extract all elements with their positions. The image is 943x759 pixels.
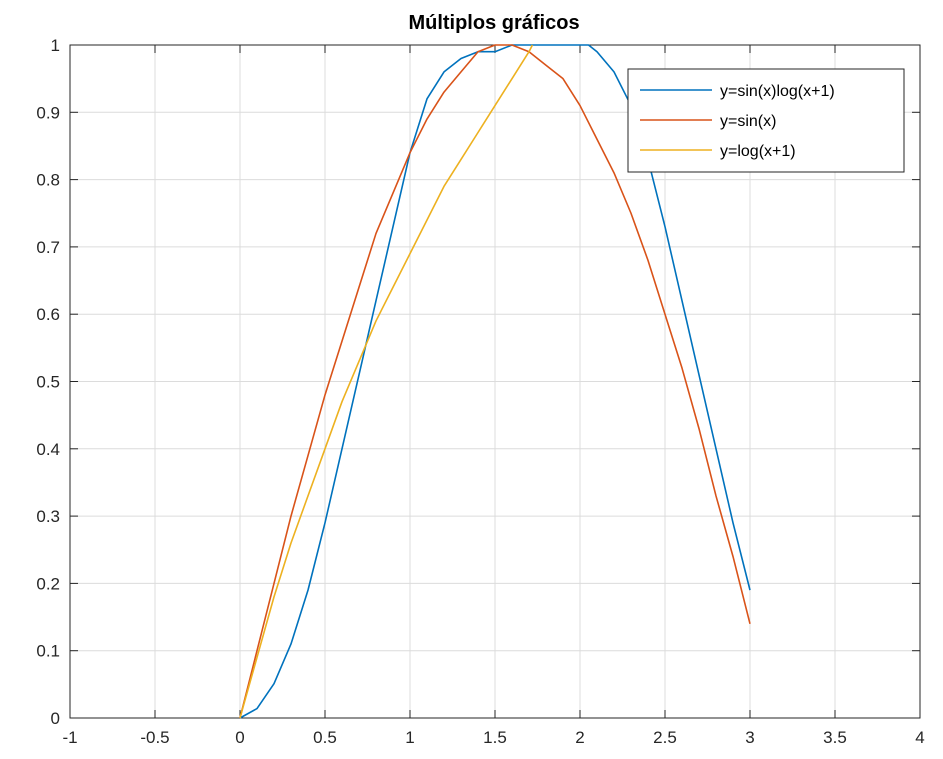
x-tick-label: 1.5	[483, 728, 507, 747]
x-tick-label: 3	[745, 728, 754, 747]
y-tick-label: 1	[51, 36, 60, 55]
legend-label: y=sin(x)log(x+1)	[720, 83, 835, 100]
y-tick-label: 0	[51, 709, 60, 728]
x-tick-label: 2.5	[653, 728, 677, 747]
y-tick-label: 0.3	[36, 507, 60, 526]
x-tick-label: 0.5	[313, 728, 337, 747]
x-tick-label: 3.5	[823, 728, 847, 747]
series-line-2	[239, 44, 751, 719]
x-tick-label: 0	[235, 728, 244, 747]
y-tick-label: 0.5	[36, 373, 60, 392]
x-tick-label: -1	[62, 728, 77, 747]
y-tick-label: 0.1	[36, 642, 60, 661]
y-tick-label: 0.6	[36, 305, 60, 324]
y-tick-label: 0.9	[36, 103, 60, 122]
legend: y=sin(x)log(x+1) y=sin(x) y=log(x+1)	[627, 68, 905, 173]
x-tick-label: 1	[405, 728, 414, 747]
y-tick-label: 0.8	[36, 171, 60, 190]
legend-label: y=sin(x)	[720, 113, 776, 130]
series-line-3	[239, 44, 534, 719]
x-tick-label: 4	[915, 728, 924, 747]
y-tick-label: 0.2	[36, 574, 60, 593]
legend-label: y=log(x+1)	[720, 143, 796, 160]
y-axis-tick-labels: 0 0.1 0.2 0.3 0.4 0.5 0.6 0.7 0.8 0.9 1	[36, 36, 60, 728]
x-tick-label: 2	[575, 728, 584, 747]
y-tick-label: 0.4	[36, 440, 60, 459]
y-tick-label: 0.7	[36, 238, 60, 257]
x-tick-label: -0.5	[140, 728, 169, 747]
x-axis-tick-labels: -1 -0.5 0 0.5 1 1.5 2 2.5 3 3.5 4	[62, 728, 924, 747]
series-lines	[239, 44, 751, 719]
axis-ticks	[69, 44, 921, 719]
chart-title: Múltiplos gráficos	[408, 12, 579, 34]
